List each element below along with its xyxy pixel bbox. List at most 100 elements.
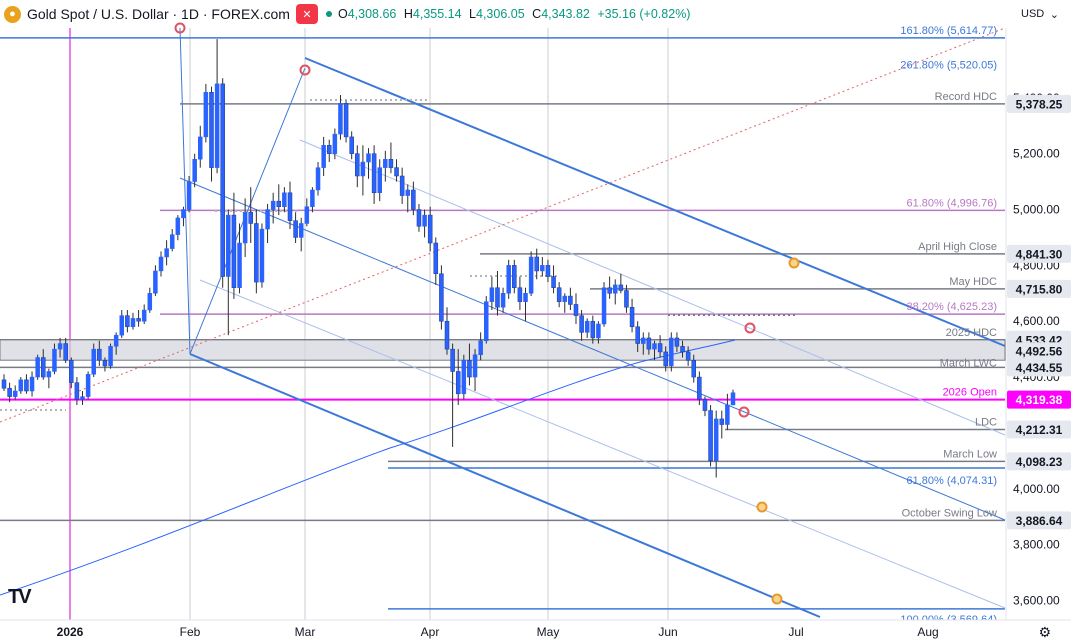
candle-body [635,326,640,344]
candle [568,287,573,311]
price-tag-bg [1007,94,1071,113]
candle [310,187,315,213]
candle [287,181,293,230]
level-label: 2025 HDC [946,327,997,339]
candle [495,270,500,316]
candle-body [489,287,495,302]
level-label: April High Close [918,241,997,253]
candle-body [209,91,214,168]
candle [545,259,551,283]
candle [534,248,539,280]
channel-mid-line [179,177,1006,521]
candle [416,203,422,232]
price-tag-bg [1007,390,1071,409]
candle-body [646,337,652,350]
symbol-title[interactable]: Gold Spot / U.S. Dollar · 1D · FOREX.com [27,6,290,22]
candle [540,256,545,277]
candle-body [484,301,489,342]
candle [551,265,556,294]
candle [315,162,321,196]
candle [209,86,214,182]
candle-body [652,343,657,350]
candle [377,159,382,202]
price-tag-bg [1007,279,1071,298]
symbol-header: ● Gold Spot / U.S. Dollar · 1D · FOREX.c… [0,0,694,28]
time-axis[interactable]: 2026 Feb Mar Apr May Jun Jul Aug [0,619,1071,641]
candle-body [551,276,556,288]
pivot-marker [738,406,750,418]
candle [175,215,181,241]
candle-body [175,217,181,235]
candle-body [355,153,360,177]
candle-body [506,265,511,294]
candle-body [29,376,35,392]
candle [596,321,601,344]
price-tag-bg [1007,420,1071,439]
candle [231,192,237,299]
candle-body [360,161,366,177]
sell-button[interactable]: ✕ [295,4,318,24]
candle-body [612,284,618,294]
candle-body [713,418,719,462]
candle [321,136,326,176]
candle-body [624,290,629,308]
level-label: March Low [943,448,997,460]
candle [192,153,197,188]
candle-body [444,320,450,350]
candle [713,410,719,478]
candle-body [298,223,304,238]
price-tick-label: 4,600.00 [1013,314,1060,328]
candle-body [416,209,422,227]
candle-body [545,265,551,277]
candle-body [708,410,713,462]
candle-body [411,189,416,210]
candle-body [57,343,63,350]
tradingview-logo[interactable]: TV [8,586,32,608]
price-tick-label: 5,000.00 [1013,203,1060,217]
candle-body [1,379,7,389]
candle-body [74,382,80,400]
candle [24,374,29,394]
candle-body [371,153,377,194]
candle [91,343,96,378]
price-tag: 3,886.64 [1007,511,1071,530]
candle [360,145,366,196]
level-label: Record HDC [935,91,997,103]
candle [506,259,511,299]
candle-body [315,167,321,191]
candle-body [338,103,343,135]
candle [607,276,612,299]
target-marker [771,593,783,605]
candle [293,212,298,244]
candle [158,251,164,277]
candle-body [24,379,29,392]
candle-body [102,360,108,367]
candle [657,335,663,358]
level-label: 38.20% (4,625.23) [906,301,997,313]
candle-body [18,379,24,392]
candle [265,203,270,244]
ohlc-values: O4,308.66 H4,355.14 L4,306.05 C4,343.82 … [337,7,691,21]
candle [523,287,528,322]
candle [708,404,713,467]
candles [1,39,736,478]
candle [102,357,108,372]
trend-drawings [0,27,1006,618]
candle-body [231,214,237,288]
candle [646,332,652,355]
candle [198,125,203,168]
candle [697,371,702,405]
candle [444,307,450,355]
price-tag: 4,212.31 [1007,420,1071,439]
currency-selector[interactable]: USD ⌄ [1021,8,1059,21]
candle-body [528,256,534,294]
candle [439,265,444,330]
price-axis[interactable]: 5,400.005,200.005,000.004,800.004,600.00… [1005,28,1071,620]
candle-body [512,265,517,288]
gear-icon[interactable]: ⚙ [1038,624,1051,640]
candle-body [590,320,596,339]
level-label: 61.80% (4,996.76) [906,197,997,209]
candle [691,354,696,383]
candle [57,337,63,358]
